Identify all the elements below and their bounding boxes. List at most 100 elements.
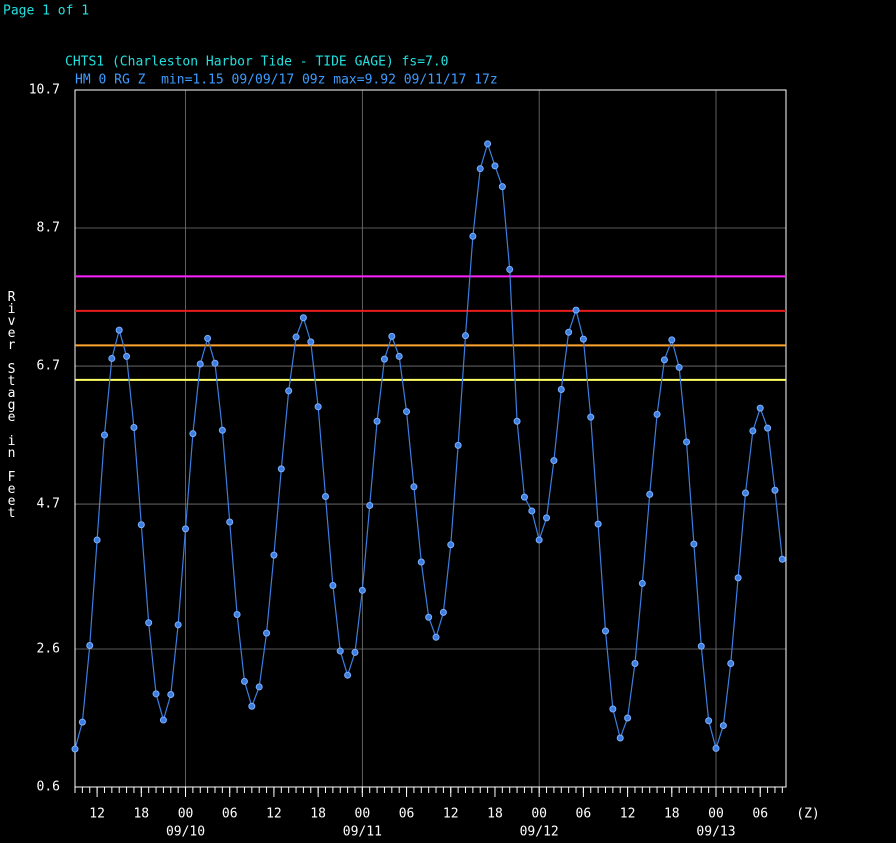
data-point: [152, 690, 160, 698]
x-tick-label: 18: [487, 807, 503, 822]
x-tick-label: 18: [133, 807, 149, 822]
date-label: 09/10: [166, 825, 205, 840]
data-point: [476, 165, 484, 173]
data-point: [609, 705, 617, 713]
data-point: [506, 265, 514, 273]
data-point: [690, 540, 698, 548]
data-point: [233, 610, 241, 618]
data-point: [410, 483, 418, 491]
data-point: [78, 718, 86, 726]
data-point: [115, 326, 123, 334]
date-label: 09/12: [520, 825, 559, 840]
data-point: [535, 536, 543, 544]
data-point: [697, 642, 705, 650]
y-tick-label: 0.6: [37, 780, 60, 795]
y-tick-label: 8.7: [37, 221, 60, 236]
x-tick-label: 00: [708, 807, 724, 822]
data-point: [351, 648, 359, 656]
data-point: [137, 521, 145, 529]
data-point: [520, 493, 528, 501]
data-point: [719, 722, 727, 730]
data-point: [601, 627, 609, 635]
x-tick-label: 00: [531, 807, 547, 822]
data-point: [579, 335, 587, 343]
data-point: [616, 734, 624, 742]
date-label: 09/11: [343, 825, 382, 840]
x-tick-label: 06: [576, 807, 592, 822]
x-tick-label: 06: [222, 807, 238, 822]
data-point: [226, 518, 234, 526]
y-tick-label: 10.7: [29, 83, 60, 98]
data-point: [108, 354, 116, 362]
x-tick-label: 00: [355, 807, 371, 822]
data-point: [329, 581, 337, 589]
data-point: [764, 424, 772, 432]
x-tick-label: 18: [310, 807, 326, 822]
x-tick-label: 18: [664, 807, 680, 822]
data-point: [432, 633, 440, 641]
x-tick-label: 06: [399, 807, 415, 822]
data-point: [145, 619, 153, 627]
data-point: [100, 431, 108, 439]
data-point: [299, 314, 307, 322]
data-point: [182, 525, 190, 533]
data-point: [705, 717, 713, 725]
series-line: [74, 141, 783, 751]
data-point: [749, 427, 757, 435]
data-point: [491, 162, 499, 170]
data-point: [624, 714, 632, 722]
data-point: [218, 426, 226, 434]
data-point: [734, 574, 742, 582]
data-point: [498, 183, 506, 191]
data-point: [86, 642, 94, 650]
data-point: [314, 403, 322, 411]
data-point: [557, 386, 565, 394]
data-point: [425, 613, 433, 621]
data-point: [123, 352, 131, 360]
data-point: [638, 579, 646, 587]
data-point: [248, 702, 256, 710]
y-axis-label: River Stage in Feet: [4, 290, 19, 518]
data-point: [196, 360, 204, 368]
data-point: [417, 558, 425, 566]
data-point: [358, 586, 366, 594]
x-tick-label: 06: [752, 807, 768, 822]
data-point: [388, 332, 396, 340]
data-point: [366, 501, 374, 509]
data-point: [660, 356, 668, 364]
data-point: [93, 536, 101, 544]
x-tick-label: 12: [620, 807, 636, 822]
data-point: [727, 659, 735, 667]
data-point: [255, 683, 263, 691]
data-point: [263, 629, 271, 637]
data-point: [565, 328, 573, 336]
data-point: [204, 334, 212, 342]
plot-frame: [74, 89, 787, 788]
x-tick-label: 00: [178, 807, 194, 822]
data-point: [550, 457, 558, 465]
data-point: [454, 441, 462, 449]
x-tick-label: 12: [89, 807, 105, 822]
data-point: [336, 647, 344, 655]
data-point: [344, 671, 352, 679]
data-point: [778, 555, 786, 563]
data-point: [403, 408, 411, 416]
data-point: [513, 417, 521, 425]
data-point: [484, 140, 492, 148]
data-point: [211, 359, 219, 367]
data-point: [543, 514, 551, 522]
data-point: [631, 659, 639, 667]
data-point: [159, 716, 167, 724]
data-point: [373, 417, 381, 425]
data-point: [646, 490, 654, 498]
data-point: [572, 306, 580, 314]
data-point: [712, 744, 720, 752]
x-tick-label: 12: [443, 807, 459, 822]
data-point: [675, 363, 683, 371]
data-point: [461, 332, 469, 340]
data-point: [653, 410, 661, 418]
data-point: [683, 438, 691, 446]
data-point: [189, 430, 197, 438]
data-point: [167, 691, 175, 699]
